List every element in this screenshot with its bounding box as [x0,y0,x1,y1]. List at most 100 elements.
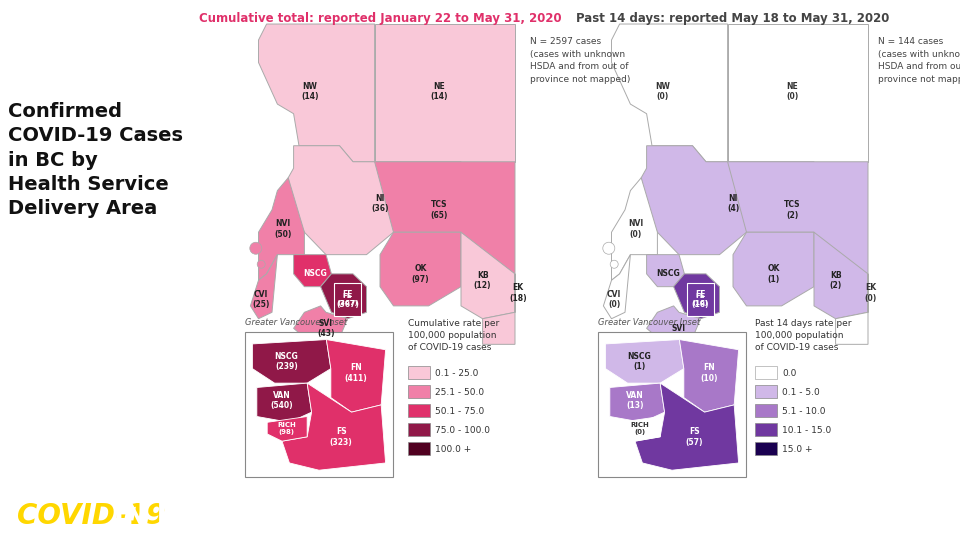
Text: NW
(0): NW (0) [656,82,670,101]
Polygon shape [374,162,515,274]
Polygon shape [647,255,684,287]
Text: SVI
(43): SVI (43) [317,319,335,338]
Text: FE
(367): FE (367) [336,290,359,309]
Text: NI
(36): NI (36) [372,194,389,213]
Polygon shape [612,24,728,162]
Bar [334,284,361,315]
Bar [408,404,430,417]
Text: FN
(10): FN (10) [700,363,718,383]
Text: RICH
(0): RICH (0) [630,422,649,435]
Polygon shape [635,383,738,470]
Polygon shape [282,383,386,470]
Polygon shape [294,306,348,345]
Polygon shape [251,255,277,319]
Text: 25.1 - 50.0: 25.1 - 50.0 [435,388,484,397]
Text: CVI
(0): CVI (0) [607,290,621,309]
Text: FS
(57): FS (57) [685,427,703,447]
Polygon shape [252,340,331,383]
Bar [755,366,777,380]
Text: FE
(16): FE (16) [692,290,709,309]
Polygon shape [606,340,684,383]
Polygon shape [380,232,461,306]
Text: OK
(97): OK (97) [412,264,429,284]
Polygon shape [674,274,719,319]
Polygon shape [733,232,814,306]
Polygon shape [612,178,658,280]
Text: NE
(0): NE (0) [786,82,799,101]
Polygon shape [257,383,312,422]
Polygon shape [728,24,868,162]
Polygon shape [728,162,868,274]
Text: EK
(0): EK (0) [865,284,876,303]
Text: FN
(411): FN (411) [345,363,368,383]
Text: Past 14 days rate per
100,000 population
of COVID-19 cases: Past 14 days rate per 100,000 population… [755,319,852,352]
Text: KB
(12): KB (12) [474,271,492,290]
Text: NSCG
(1): NSCG (1) [628,352,651,371]
Text: Greater Vancouver Inset: Greater Vancouver Inset [598,318,700,327]
Polygon shape [326,340,386,412]
Bar [755,442,777,455]
Text: TCS
(2): TCS (2) [784,200,801,219]
Text: NVI
(50): NVI (50) [275,219,292,239]
Text: CVI
(25): CVI (25) [252,290,270,309]
Polygon shape [647,306,701,345]
Text: FE
(367): FE (367) [337,293,358,306]
Polygon shape [294,255,331,287]
Polygon shape [461,232,515,319]
Text: 0.0: 0.0 [782,369,797,378]
Bar [245,332,393,477]
Text: N = 144 cases
(cases with unknown
HSDA and from out of
province not mapped): N = 144 cases (cases with unknown HSDA a… [878,37,960,84]
Text: COVID-19: COVID-19 [17,502,166,530]
Text: 100.0 +: 100.0 + [435,445,471,454]
Text: VAN
(13): VAN (13) [626,391,644,410]
Text: NI
(4): NI (4) [727,194,739,213]
Text: IN BC: IN BC [104,502,198,530]
Bar [755,423,777,436]
Text: EK
(18): EK (18) [509,284,526,303]
Text: FE
(16): FE (16) [693,293,708,306]
Text: KB
(2): KB (2) [829,271,842,290]
Text: NW
(14): NW (14) [301,82,319,101]
Bar [687,284,714,315]
Bar [408,442,430,455]
Text: VAN
(540): VAN (540) [271,391,294,410]
Polygon shape [680,340,738,412]
Polygon shape [620,416,660,441]
Polygon shape [610,383,664,422]
Text: N = 2597 cases
(cases with unknown
HSDA and from out of
province not mapped): N = 2597 cases (cases with unknown HSDA … [530,37,631,84]
Circle shape [611,260,618,268]
Text: 0.1 - 5.0: 0.1 - 5.0 [782,388,820,397]
Text: 75.0 - 100.0: 75.0 - 100.0 [435,426,490,435]
Text: FS
(323): FS (323) [330,427,352,447]
Bar [408,423,430,436]
Bar [408,386,430,399]
Bar [755,404,777,417]
Text: Past 14 days: reported May 18 to May 31, 2020: Past 14 days: reported May 18 to May 31,… [576,12,890,25]
Polygon shape [483,274,515,345]
Circle shape [250,242,262,254]
Text: OK
(1): OK (1) [767,264,780,284]
Text: 50.1 - 75.0: 50.1 - 75.0 [435,407,484,416]
Bar [598,332,746,477]
Polygon shape [258,178,304,280]
Text: Cumulative total: reported January 22 to May 31, 2020: Cumulative total: reported January 22 to… [199,12,562,25]
Polygon shape [641,146,814,255]
Circle shape [257,260,265,268]
Text: 15.0 +: 15.0 + [782,445,812,454]
Text: 4: 4 [924,509,933,524]
Polygon shape [267,416,307,441]
Bar [755,386,777,399]
Text: Confirmed
COVID-19 Cases
in BC by
Health Service
Delivery Area: Confirmed COVID-19 Cases in BC by Health… [8,102,183,218]
Text: NE
(14): NE (14) [431,82,448,101]
Polygon shape [321,274,367,319]
Text: NSCG: NSCG [303,269,327,278]
Polygon shape [814,232,868,319]
Text: 5.1 - 10.0: 5.1 - 10.0 [782,407,826,416]
Bar [408,366,430,380]
Text: RICH
(98): RICH (98) [277,422,296,435]
Polygon shape [604,255,631,319]
Text: SVI: SVI [672,324,686,333]
Text: TCS
(65): TCS (65) [431,200,448,219]
Text: NSCG
(239): NSCG (239) [275,352,299,371]
Text: Cumulative rate per
100,000 population
of COVID-19 cases: Cumulative rate per 100,000 population o… [408,319,499,352]
